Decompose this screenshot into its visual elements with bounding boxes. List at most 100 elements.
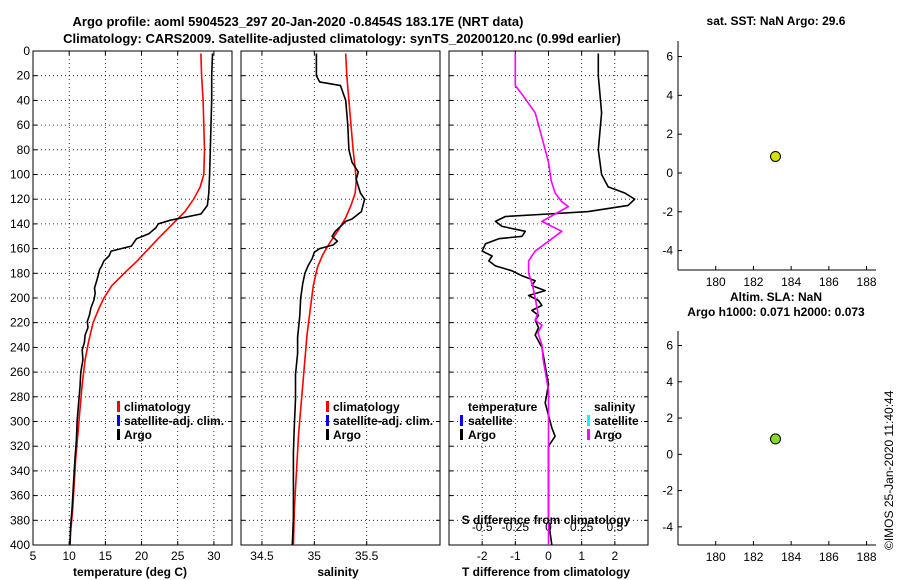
temperature-panel: 0 20 40 60 80 100 120 140 160 180 200 220 240 260 280 3…	[10, 44, 233, 563]
y-tick-label: 380	[10, 513, 30, 527]
difference-legend: temperature satellite Argo salinity sate…	[460, 400, 639, 442]
x-tick-label: 2	[611, 549, 618, 563]
climatology-line	[292, 53, 358, 546]
y-tick-label: 140	[10, 217, 30, 231]
y-tick-label: 220	[10, 316, 30, 330]
legend-swatch-climatology	[117, 401, 120, 412]
sst-panel-title: sat. SST: NaN Argo: 29.6	[707, 14, 846, 28]
legend-label-t-satellite: satellite	[468, 414, 513, 428]
x-tick-label: 186	[819, 275, 839, 289]
y-tick-label: 40	[17, 93, 31, 107]
legend-label-climatology: climatology	[124, 400, 191, 414]
s-diff-tick-label: 0.25	[570, 520, 594, 534]
y-tick-label: -2	[662, 205, 673, 219]
legend-swatch-t-argo	[460, 429, 463, 440]
y-tick-label: 340	[10, 464, 30, 478]
y-tick-label: 400	[10, 538, 30, 552]
y-tick-label: 6	[666, 50, 673, 64]
salinity-panel: 34.5 35 35.5	[240, 50, 441, 563]
y-tick-label: 2	[666, 127, 673, 141]
y-tick-label: 80	[17, 143, 31, 157]
legend-swatch-argo	[117, 429, 120, 440]
s-difference-argo-line	[514, 53, 570, 545]
x-tick-label: 35.5	[355, 549, 379, 563]
legend-label-s-argo: Argo	[594, 428, 622, 442]
y-tick-label: 160	[10, 242, 30, 256]
legend-label-climatology: climatology	[333, 400, 400, 414]
x-tick-label: 184	[781, 550, 801, 564]
legend-label-argo: Argo	[124, 428, 152, 442]
difference-x-label: T difference from climatology	[462, 565, 630, 579]
argo-position-marker	[769, 433, 781, 445]
x-tick-label: 0	[545, 549, 552, 563]
y-tick-label: 120	[10, 192, 30, 206]
y-tick-label: 240	[10, 340, 30, 354]
y-tick-label: 100	[10, 168, 30, 182]
sla-panel-title: Altim. SLA: NaN	[730, 290, 822, 304]
y-tick-label: 180	[10, 266, 30, 280]
legend-swatch-satellite-adj	[326, 415, 329, 426]
legend-swatch-s-argo	[587, 429, 590, 440]
t-difference-argo-line	[481, 53, 636, 546]
legend-label-t-argo: Argo	[468, 428, 496, 442]
temperature-legend: climatology satellite-adj. clim. Argo	[117, 400, 224, 442]
s-diff-tick-label: -0.25	[502, 520, 530, 534]
y-tick-label: 0	[666, 447, 673, 461]
legend-title-temperature: temperature	[468, 400, 538, 414]
legend-label-satellite-adj: satellite-adj. clim.	[333, 414, 433, 428]
legend-label-argo: Argo	[333, 428, 361, 442]
salinity-x-label: salinity	[317, 565, 359, 579]
y-tick-label: 4	[666, 88, 673, 102]
legend-label-satellite-adj: satellite-adj. clim.	[124, 414, 224, 428]
plot-frame	[32, 50, 233, 546]
difference-top-label: S difference from climatology	[462, 513, 631, 527]
s-diff-tick-label: 0.5	[606, 520, 623, 534]
x-tick-label: 182	[743, 275, 763, 289]
x-tick-label: 184	[781, 275, 801, 289]
imos-watermark: ©IMOS 25-Jan-2020 11:40:44	[882, 390, 896, 550]
y-tick-label: 6	[666, 339, 673, 353]
x-tick-label: 34.5	[250, 549, 274, 563]
y-tick-label: 4	[666, 375, 673, 389]
argo-position-marker	[769, 150, 781, 162]
y-tick-label: 320	[10, 439, 30, 453]
legend-swatch-argo	[326, 429, 329, 440]
x-tick-label: 15	[99, 549, 113, 563]
y-tick-label: 200	[10, 291, 30, 305]
sla-panel-subtitle: Argo h1000: 0.071 h2000: 0.073	[687, 305, 865, 319]
x-tick-label: 30	[207, 549, 221, 563]
y-tick-label: -4	[662, 244, 673, 258]
x-tick-label: 1	[578, 549, 585, 563]
x-tick-label: -2	[477, 549, 488, 563]
argo-line	[69, 53, 214, 546]
legend-label-s-satellite: satellite	[594, 414, 639, 428]
legend-title-salinity: salinity	[594, 400, 636, 414]
x-tick-label: 10	[63, 549, 77, 563]
y-tick-label: 300	[10, 415, 30, 429]
x-tick-label: 188	[857, 275, 877, 289]
sst-position-panel: -4 -2 0 2 4 6 180 182 184 186 188	[662, 41, 877, 289]
legend-swatch-climatology	[326, 401, 329, 412]
legend-swatch-s-satellite	[587, 415, 590, 426]
y-tick-label: 0	[666, 166, 673, 180]
x-tick-label: -1	[510, 549, 521, 563]
x-tick-label: 180	[706, 550, 726, 564]
s-diff-tick-label: -0.5	[472, 520, 493, 534]
temperature-x-label: temperature (deg C)	[73, 565, 187, 579]
x-tick-label: 180	[706, 275, 726, 289]
legend-swatch-t-satellite	[460, 415, 463, 426]
x-tick-label: 20	[135, 549, 149, 563]
y-tick-label: 0	[23, 44, 30, 58]
x-tick-label: 188	[857, 550, 877, 564]
x-tick-label: 186	[819, 550, 839, 564]
y-tick-label: 360	[10, 489, 30, 503]
legend-swatch-satellite-adj	[117, 415, 120, 426]
plot-frame	[240, 50, 441, 546]
x-tick-label: 5	[30, 549, 37, 563]
salinity-legend: climatology satellite-adj. clim. Argo	[326, 400, 433, 442]
y-tick-label: 60	[17, 118, 31, 132]
climatology-line	[69, 53, 206, 546]
figure-title-line1: Argo profile: aoml 5904523_297 20-Jan-20…	[73, 14, 524, 29]
x-tick-label: 25	[171, 549, 185, 563]
